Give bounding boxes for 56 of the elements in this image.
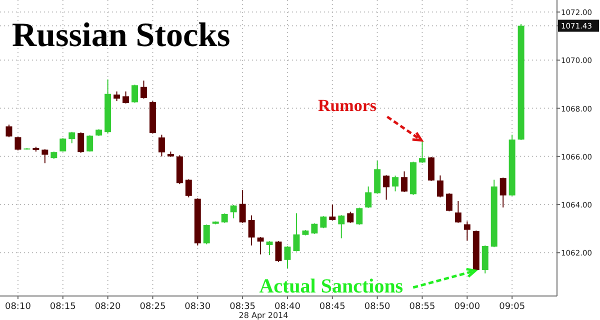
candlestick xyxy=(428,156,434,182)
x-tick-label: 08:15 xyxy=(50,302,76,312)
x-tick-label: 08:20 xyxy=(94,302,122,312)
candlestick xyxy=(320,216,327,229)
x-tick-label: 08:25 xyxy=(140,302,166,312)
candlestick xyxy=(42,148,48,164)
x-tick-label: 08:40 xyxy=(274,302,301,312)
x-tick-label: 09:05 xyxy=(499,302,526,312)
candlestick xyxy=(446,192,452,212)
candlestick xyxy=(78,132,84,154)
candlestick xyxy=(329,204,336,221)
x-tick-label: 08:10 xyxy=(5,302,32,312)
candlestick xyxy=(392,175,399,192)
candlestick xyxy=(114,90,120,102)
candlestick xyxy=(86,134,94,152)
candlestick xyxy=(239,190,246,224)
x-tick-label: 08:55 xyxy=(409,302,436,312)
candlestick xyxy=(266,240,273,256)
candlestick xyxy=(158,134,165,157)
candlestick xyxy=(500,177,506,208)
x-tick-label: 08:50 xyxy=(364,302,391,312)
candlestick xyxy=(401,170,408,193)
candlestick xyxy=(436,174,444,198)
x-tick-label: 08:30 xyxy=(184,302,211,312)
candlestick xyxy=(248,214,255,246)
candlestick xyxy=(122,90,130,104)
candlestick xyxy=(60,138,66,152)
candlestick xyxy=(203,224,210,245)
candlestick xyxy=(293,212,300,252)
text: Russian Stocks xyxy=(12,17,230,54)
candlestick xyxy=(454,200,462,224)
candlestick xyxy=(14,136,22,151)
annotation: Actual Sanctions xyxy=(259,275,404,298)
candlestick xyxy=(338,214,345,239)
candlestick xyxy=(284,246,291,269)
candlestick xyxy=(356,207,363,226)
candlestick xyxy=(6,124,12,138)
candlestick xyxy=(140,80,147,100)
x-tick-label: 08:45 xyxy=(319,302,346,312)
candlestick xyxy=(230,204,237,219)
candlestick xyxy=(419,140,426,164)
candlestick xyxy=(347,211,354,224)
candlestick xyxy=(132,84,138,104)
candlestick xyxy=(221,212,228,224)
candlestick xyxy=(311,222,318,234)
candlestick xyxy=(185,178,192,198)
candlestick xyxy=(68,131,76,144)
annotation: Rumors xyxy=(318,96,377,115)
candlestick xyxy=(464,220,470,242)
x-tick-label: 09:00 xyxy=(454,302,480,312)
x-tick-label: 08:35 xyxy=(230,302,256,312)
candlestick xyxy=(383,174,390,200)
candlestick xyxy=(275,240,282,262)
x-axis-title: 28 Apr 2014 xyxy=(238,311,288,320)
candlestick xyxy=(365,186,372,208)
candlestick xyxy=(257,236,264,255)
